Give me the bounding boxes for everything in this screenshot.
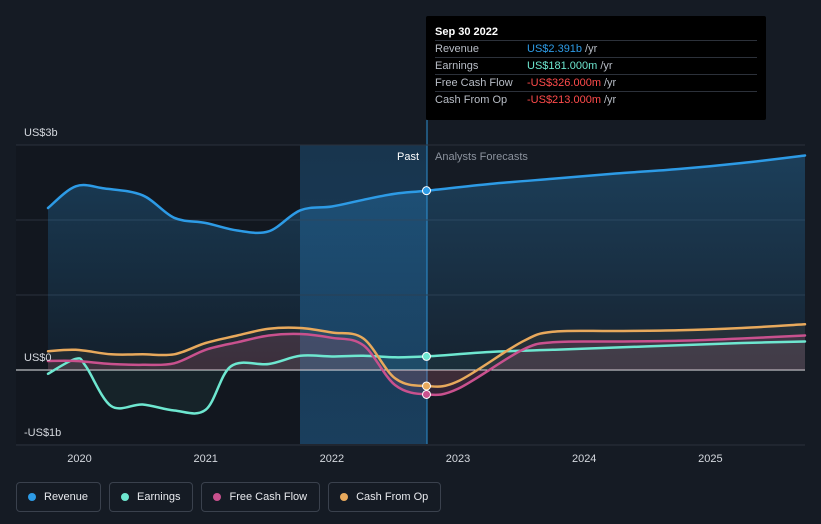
series-areas <box>48 155 805 414</box>
earnings-dot-icon <box>121 493 130 501</box>
y-tick-label: US$0 <box>24 352 52 364</box>
free-cash-flow-line <box>46 332 807 397</box>
tooltip-row-revenue: Revenue US$2.391b/yr <box>435 40 757 58</box>
x-tick-label: 2020 <box>67 453 91 465</box>
cash-from-op-dot-icon <box>340 493 349 501</box>
legend-item-free-cash-flow[interactable]: Free Cash Flow <box>201 482 321 512</box>
tooltip-label: Cash From Op <box>435 94 508 106</box>
x-tick-label: 2024 <box>572 453 596 465</box>
tooltip-label: Revenue <box>435 43 480 55</box>
past-label: Past <box>397 151 419 163</box>
y-axis-labels: US$3b US$0 -US$1b <box>24 127 61 439</box>
legend-label: Cash From Op <box>356 491 429 503</box>
tooltip-value-text: US$2.391b <box>527 43 583 55</box>
x-tick-label: 2023 <box>446 453 470 465</box>
tooltip-value: US$2.391b/yr <box>527 41 597 58</box>
earnings-area <box>48 341 805 414</box>
x-axis-labels: 2020 2021 2022 2023 2024 2025 <box>67 453 722 465</box>
legend-label: Revenue <box>44 491 89 503</box>
free-cash-flow-area <box>48 333 805 395</box>
earnings-line <box>46 340 807 415</box>
tooltip-unit: /yr <box>600 60 613 72</box>
tooltip-value: US$181.000m/yr <box>527 58 613 75</box>
tooltip-row-free-cash-flow: Free Cash Flow -US$326.000m/yr <box>435 74 757 92</box>
revenue-area <box>48 155 805 370</box>
tooltip-unit: /yr <box>604 77 617 89</box>
cash-from-op-line <box>46 323 807 388</box>
legend-label: Earnings <box>137 491 181 503</box>
revenue-dot-icon <box>28 493 36 501</box>
tooltip-date: Sep 30 2022 <box>435 26 498 38</box>
tooltip-unit: /yr <box>585 43 598 55</box>
earnings-marker[interactable] <box>422 351 431 361</box>
cash-from-op-marker[interactable] <box>422 381 431 391</box>
revenue-line <box>46 154 807 235</box>
tooltip-value-text: -US$326.000m <box>527 77 601 89</box>
tooltip-label: Earnings <box>435 60 479 72</box>
forecast-label: Analysts Forecasts <box>435 151 528 163</box>
x-tick-label: 2025 <box>698 453 722 465</box>
legend-item-earnings[interactable]: Earnings <box>109 482 194 512</box>
x-tick-label: 2022 <box>320 453 344 465</box>
tooltip-unit: /yr <box>604 94 617 106</box>
revenue-marker[interactable] <box>422 186 431 196</box>
series-lines <box>46 154 807 415</box>
x-tick-label: 2021 <box>193 453 217 465</box>
free-cash-flow-marker[interactable] <box>422 389 431 399</box>
cash-from-op-area <box>48 324 805 387</box>
tooltip-value-text: US$181.000m <box>527 60 598 72</box>
legend-label: Free Cash Flow <box>229 491 308 503</box>
tooltip: Sep 30 2022 Revenue US$2.391b/yr Earning… <box>426 16 766 120</box>
legend-item-revenue[interactable]: Revenue <box>16 482 102 512</box>
tooltip-row-earnings: Earnings US$181.000m/yr <box>435 57 757 75</box>
tooltip-row-cash-from-op: Cash From Op -US$213.000m/yr <box>435 91 757 109</box>
chart-legend: Revenue Earnings Free Cash Flow Cash Fro… <box>16 482 449 512</box>
tooltip-value-text: -US$213.000m <box>527 94 601 106</box>
y-tick-label: US$3b <box>24 127 58 139</box>
tooltip-value: -US$326.000m/yr <box>527 75 616 92</box>
legend-item-cash-from-op[interactable]: Cash From Op <box>328 482 442 512</box>
tooltip-label: Free Cash Flow <box>435 77 513 89</box>
series-markers <box>422 186 431 399</box>
y-tick-label: -US$1b <box>24 427 61 439</box>
free-cash-flow-dot-icon <box>213 493 222 501</box>
tooltip-value: -US$213.000m/yr <box>527 92 616 109</box>
